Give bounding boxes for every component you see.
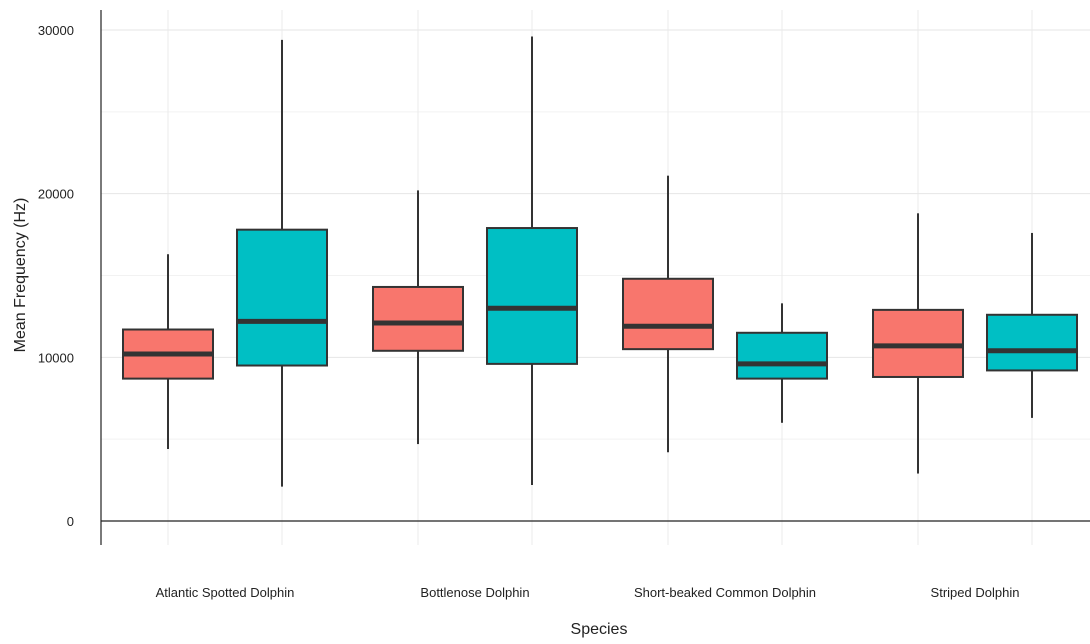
box-red-3 (622, 175, 714, 453)
box-iqr (236, 228, 328, 367)
y-tick-label: 20000 (38, 187, 74, 202)
box-iqr (736, 331, 828, 380)
y-tick-label: 10000 (38, 350, 74, 365)
y-axis-title: Mean Frequency (Hz) (12, 198, 29, 353)
box-teal-1 (236, 39, 328, 487)
box-red-1 (122, 254, 214, 449)
box-iqr (986, 313, 1078, 372)
box-red-2 (372, 190, 464, 445)
x-tick-label: Atlantic Spotted Dolphin (156, 585, 295, 600)
box-red-4 (872, 213, 964, 474)
boxes (122, 36, 1078, 487)
y-tick-label: 0 (67, 514, 74, 529)
box-iqr (622, 277, 714, 351)
x-tick-label: Striped Dolphin (931, 585, 1020, 600)
box-iqr (486, 227, 578, 365)
box-teal-2 (486, 36, 578, 485)
box-teal-4 (986, 232, 1078, 418)
y-tick-labels: 0 10000 20000 30000 (38, 23, 74, 529)
x-tick-labels: Atlantic Spotted Dolphin Bottlenose Dolph… (156, 585, 1020, 600)
box-iqr (372, 285, 464, 352)
box-teal-3 (736, 303, 828, 423)
x-tick-label: Bottlenose Dolphin (420, 585, 529, 600)
y-tick-label: 30000 (38, 23, 74, 38)
x-axis-title: Species (571, 621, 628, 638)
x-tick-label: Short-beaked Common Dolphin (634, 585, 816, 600)
